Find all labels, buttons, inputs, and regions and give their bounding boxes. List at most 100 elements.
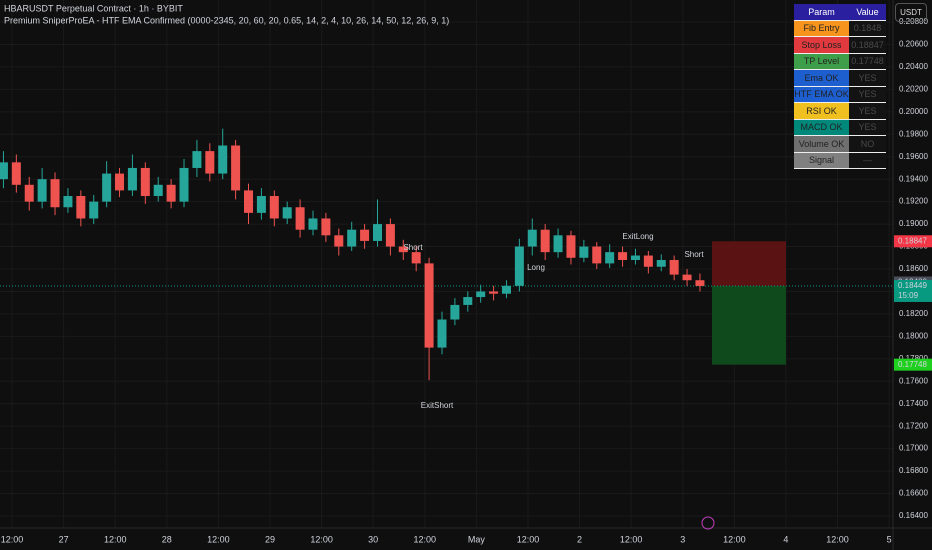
price-tag-label: 0.18449 [898, 281, 927, 290]
chart-title: HBARUSDT Perpetual Contract · 1h · BYBIT [4, 3, 183, 13]
candle-body [630, 255, 640, 261]
table-row: Signal — [794, 152, 886, 169]
y-tick-label: 0.18200 [899, 309, 928, 318]
x-tick-label: 3 [680, 534, 685, 544]
candle-body [334, 235, 344, 247]
candle-body [360, 229, 370, 241]
x-tick-label: 30 [368, 534, 378, 544]
y-tick-label: 0.17400 [899, 399, 928, 408]
table-cell: Value [849, 4, 886, 21]
candle-body [553, 235, 563, 253]
x-tick-label: 12:00 [414, 534, 437, 544]
candle-body [501, 285, 511, 294]
candle-body [153, 184, 163, 197]
table-cell: — [849, 152, 886, 169]
candle-body [24, 184, 34, 202]
candle-body [618, 252, 628, 261]
candle-body [50, 179, 60, 208]
candle-body [579, 246, 589, 258]
candle-body [295, 207, 305, 230]
y-tick-label: 0.17600 [899, 376, 928, 385]
table-cell: NO [849, 135, 886, 153]
candle-body [489, 291, 499, 294]
currency-button[interactable]: USDT [895, 3, 927, 22]
y-tick-label: 0.19600 [899, 152, 928, 161]
signal-label: Short [403, 243, 423, 252]
x-tick-label: 28 [162, 534, 172, 544]
y-tick-label: 0.16800 [899, 466, 928, 475]
candle-body [127, 167, 137, 191]
candle-body [450, 304, 460, 320]
y-tick-label: 0.19000 [899, 219, 928, 228]
x-tick-label: 27 [59, 534, 69, 544]
table-cell: HTF EMA OK [794, 86, 849, 103]
y-tick-label: 0.17000 [899, 444, 928, 453]
x-tick-label: 12:00 [1, 534, 24, 544]
y-tick-label: 0.20400 [899, 62, 928, 71]
x-tick-label: 12:00 [104, 534, 127, 544]
candle-body [282, 207, 292, 219]
candle-body [695, 280, 705, 286]
signal-label: Long [527, 263, 545, 272]
table-cell: Fib Entry [794, 20, 849, 37]
candle-body [385, 224, 395, 247]
table-cell: Stop Loss [794, 36, 849, 54]
x-tick-label: 12:00 [620, 534, 643, 544]
table-cell: MACD OK [794, 119, 849, 136]
candle-body [0, 162, 8, 180]
candle-body [321, 218, 331, 236]
table-row: Stop Loss 0.18847 [794, 36, 886, 54]
table-row: MACD OK YES [794, 119, 886, 136]
candle-body [37, 179, 47, 202]
candle-body [643, 255, 653, 267]
y-tick-label: 0.19400 [899, 174, 928, 183]
risk-zone [712, 241, 786, 286]
x-tick-label: 12:00 [723, 534, 746, 544]
x-tick-label: 12:00 [517, 534, 540, 544]
y-tick-label: 0.20200 [899, 84, 928, 93]
x-tick-label: 12:00 [310, 534, 333, 544]
candle-body [424, 263, 434, 348]
candle-body [308, 218, 318, 230]
candle-body [218, 145, 228, 174]
table-cell: 0.1848 [849, 20, 886, 37]
candle-body [166, 184, 176, 202]
candle-body [179, 167, 189, 202]
candle-body [205, 151, 215, 174]
table-cell: YES [849, 102, 886, 120]
y-tick-label: 0.18000 [899, 331, 928, 340]
price-tag [894, 358, 932, 371]
event-icon [701, 516, 715, 530]
table-row: Ema OK YES [794, 69, 886, 87]
x-tick-label: 12:00 [826, 534, 849, 544]
price-tag-label: 0.17748 [898, 360, 927, 369]
candle-body [140, 167, 150, 197]
candle-body [566, 235, 576, 258]
candle-body [11, 162, 21, 185]
table-cell: YES [849, 69, 886, 87]
x-tick-label: 12:00 [207, 534, 230, 544]
y-tick-label: 0.16600 [899, 489, 928, 498]
candle-body [411, 252, 421, 264]
table-cell: RSI OK [794, 102, 849, 120]
candle-body [682, 274, 692, 281]
table-row: HTF EMA OK YES [794, 86, 886, 103]
table-cell: YES [849, 119, 886, 136]
table-cell: Signal [794, 152, 849, 169]
signal-label: Short [684, 250, 704, 259]
candle-body [347, 229, 357, 247]
table-row: Param Value [794, 4, 886, 21]
candle-body [514, 246, 524, 286]
x-tick-label: 2 [577, 534, 582, 544]
candle-body [63, 196, 73, 208]
candle-body [540, 229, 550, 253]
candle-body [372, 224, 382, 241]
countdown-label: 15:09 [898, 291, 919, 300]
table-row: RSI OK YES [794, 102, 886, 120]
signal-label: ExitLong [622, 232, 653, 241]
y-tick-label: 0.17800 [899, 354, 928, 363]
candle-body [592, 246, 602, 264]
x-tick-label: 5 [887, 534, 892, 544]
table-cell: 0.18847 [849, 36, 886, 54]
